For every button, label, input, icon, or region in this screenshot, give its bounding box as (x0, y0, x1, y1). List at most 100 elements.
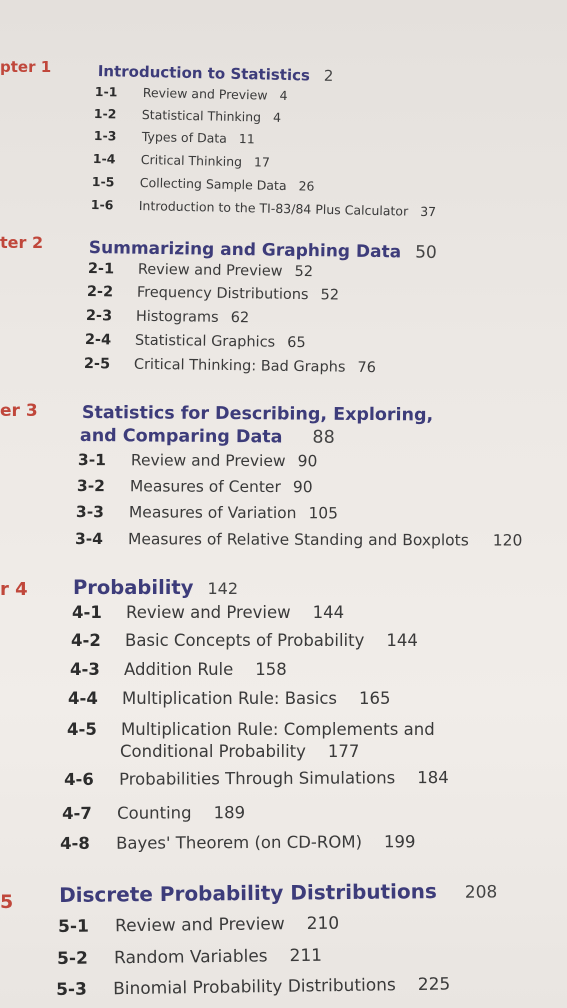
section-page: 37 (420, 203, 437, 220)
chapter-1-label: pter 1 (0, 58, 52, 76)
section-title: Review and Preview (126, 603, 291, 622)
chapter-4-page: 142 (207, 579, 239, 598)
section-4-5: 4-5 Multiplication Rule: Complements and (67, 720, 435, 739)
section-title-line1: Multiplication Rule: Complements and (121, 720, 435, 739)
section-2-4: 2-4 Statistical Graphics 65 (85, 332, 306, 351)
section-title: Probabilities Through Simulations (118, 768, 396, 789)
section-title: Histograms (135, 308, 219, 326)
section-title: Critical Thinking (140, 152, 243, 170)
section-title: Critical Thinking: Bad Graphs (133, 356, 346, 376)
section-1-2: 1-2 Statistical Thinking 4 (94, 106, 281, 125)
section-page: 11 (238, 131, 255, 147)
section-title: Review and Preview (114, 914, 285, 937)
chapter-1-title-text: Introduction to Statistics (97, 62, 311, 85)
section-page: 120 (492, 531, 523, 550)
section-title: Frequency Distributions (136, 284, 309, 304)
section-4-4: 4-4 Multiplication Rule: Basics 165 (68, 689, 391, 708)
section-number: 2-3 (85, 308, 113, 325)
section-number: 5-3 (56, 979, 87, 1000)
section-3-2: 3-2 Measures of Center 90 (77, 477, 313, 496)
section-title: Random Variables (113, 946, 268, 969)
section-title: Review and Preview (130, 451, 286, 471)
section-1-1: 1-1 Review and Preview 4 (95, 84, 288, 103)
section-number: 4-8 (60, 833, 90, 853)
section-number: 1-3 (93, 128, 117, 144)
section-title: Measures of Center (129, 477, 281, 497)
section-title: Addition Rule (124, 660, 234, 679)
section-number: 4-1 (72, 603, 102, 622)
section-page: 144 (386, 631, 418, 650)
section-page: 189 (213, 803, 246, 823)
section-1-6: 1-6 Introduction to the TI-83/84 Plus Cal… (91, 197, 437, 219)
chapter-3-title-line1: Statistics for Describing, Exploring, (81, 403, 434, 426)
section-4-5-line2: Conditional Probability 177 (120, 742, 359, 761)
section-page: 4 (272, 109, 282, 125)
section-title: Introduction to the TI-83/84 Plus Calcul… (138, 198, 409, 219)
section-title: Multiplication Rule: Basics (122, 689, 338, 708)
section-page: 105 (308, 504, 339, 523)
section-page: 65 (287, 334, 306, 352)
section-number: 4-3 (70, 660, 100, 679)
chapter-3-title-text: and Comparing Data (79, 426, 283, 448)
section-4-6: 4-6 Probabilities Through Simulations 184 (64, 768, 449, 789)
section-1-5: 1-5 Collecting Sample Data 26 (92, 174, 315, 194)
section-number: 4-6 (64, 769, 94, 789)
section-title: Counting (116, 803, 192, 823)
section-1-4: 1-4 Critical Thinking 17 (93, 151, 270, 170)
chapter-2-title: Summarizing and Graphing Data 50 (89, 238, 437, 263)
section-1-3: 1-3 Types of Data 11 (94, 128, 255, 146)
section-number: 3-1 (77, 451, 107, 470)
section-page: 177 (327, 742, 360, 761)
section-number: 2-4 (84, 332, 112, 349)
chapter-5-title-text: Discrete Probability Distributions (59, 879, 437, 907)
section-number: 3-4 (74, 530, 104, 549)
section-2-5: 2-5 Critical Thinking: Bad Graphs 76 (84, 356, 376, 376)
section-3-4: 3-4 Measures of Relative Standing and Box… (75, 530, 522, 550)
section-2-1: 2-1 Review and Preview 52 (88, 261, 313, 280)
section-page: 17 (253, 154, 271, 170)
section-title: Measures of Variation (128, 503, 297, 523)
section-number: 3-2 (76, 477, 106, 496)
section-title: Statistical Graphics (134, 332, 276, 351)
chapter-5-page: 208 (464, 882, 498, 903)
section-number: 5-2 (57, 948, 88, 969)
section-page: 210 (306, 913, 340, 934)
section-4-2: 4-2 Basic Concepts of Probability 144 (71, 631, 418, 650)
section-number: 5-1 (58, 916, 89, 937)
section-number: 4-4 (68, 689, 98, 708)
chapter-5-title: Discrete Probability Distributions 208 (59, 878, 497, 907)
section-page: 165 (359, 689, 391, 708)
section-4-1: 4-1 Review and Preview 144 (72, 603, 344, 622)
section-page: 199 (383, 832, 416, 852)
section-4-8: 4-8 Bayes' Theorem (on CD-ROM) 199 (60, 832, 416, 853)
section-page: 211 (289, 945, 323, 967)
section-page: 26 (298, 178, 315, 194)
section-number: 1-6 (90, 197, 114, 213)
section-number: 1-2 (93, 106, 117, 122)
section-page: 62 (230, 310, 250, 327)
section-title: Review and Preview (142, 85, 268, 103)
section-page: 76 (357, 359, 377, 377)
section-page: 225 (417, 974, 451, 995)
section-number: 4-2 (71, 631, 101, 650)
section-page: 184 (417, 767, 449, 788)
section-title: Collecting Sample Data (139, 175, 287, 194)
chapter-3-label: er 3 (0, 401, 38, 421)
section-page: 4 (279, 87, 288, 104)
section-number: 3-3 (75, 503, 105, 522)
section-number: 2-5 (83, 356, 111, 373)
section-title: Bayes' Theorem (on CD-ROM) (115, 832, 363, 853)
chapter-4-label: r 4 (0, 579, 28, 600)
section-title-line2: Conditional Probability (120, 742, 306, 761)
chapter-1-title: Introduction to Statistics 2 (98, 62, 334, 85)
chapter-2-label: ter 2 (0, 233, 44, 252)
chapter-4-title-text: Probability (73, 576, 194, 599)
section-number: 2-1 (87, 261, 115, 278)
section-page: 90 (292, 478, 313, 497)
section-number: 4-7 (62, 803, 92, 823)
chapter-2-page: 50 (415, 242, 437, 263)
section-title: Binomial Probability Distributions (112, 975, 396, 1000)
section-page: 158 (255, 660, 287, 679)
section-3-1: 3-1 Review and Preview 90 (78, 451, 317, 470)
